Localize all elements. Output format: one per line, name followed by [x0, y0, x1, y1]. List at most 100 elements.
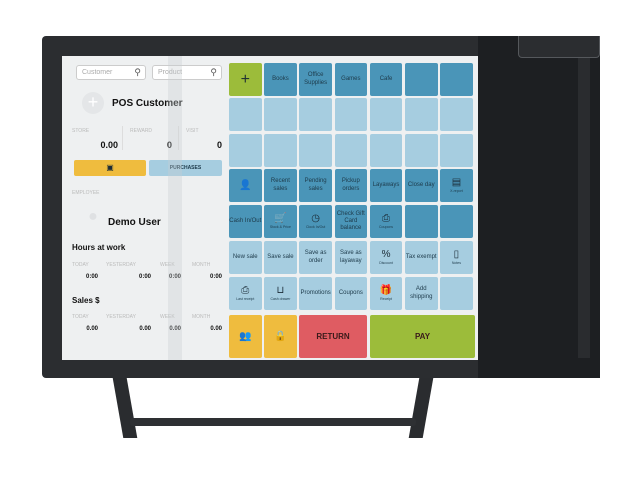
store-value: 0.00: [100, 140, 118, 150]
tile-recent-sales[interactable]: Recent sales: [264, 169, 297, 202]
sales-today-label: TODAY: [72, 314, 89, 320]
hours-month-value: 0:00: [209, 274, 222, 280]
customer-search-input[interactable]: Customer ⚲: [76, 65, 146, 80]
visit-value: 0: [216, 140, 222, 150]
empty-tile[interactable]: [440, 134, 473, 167]
add-customer-icon[interactable]: +: [82, 92, 104, 114]
empty-tile[interactable]: [229, 98, 262, 131]
tile-discount[interactable]: % Discount: [369, 241, 403, 274]
tile-coupons[interactable]: ⎙ Coupons: [369, 205, 403, 238]
monitor-stand: [112, 378, 434, 440]
button-label: PAY: [414, 331, 431, 341]
empty-tile[interactable]: [264, 98, 297, 131]
empty-tile[interactable]: [440, 63, 473, 96]
stand-base: [130, 418, 416, 426]
empty-tile[interactable]: [264, 134, 297, 167]
tile-pickup-orders[interactable]: Pickup orders: [334, 169, 368, 202]
tile-label: Layaways: [372, 181, 400, 188]
tile-label: Notes: [451, 261, 462, 266]
tile-label: Save sale: [267, 253, 294, 260]
empty-tile[interactable]: [299, 98, 332, 131]
tile-pending-sales[interactable]: Pending sales: [299, 169, 332, 202]
gift-icon: 🎁: [379, 285, 393, 297]
tile-label: Pending sales: [304, 178, 327, 192]
tile-label: Games: [341, 75, 361, 82]
tile-cafe[interactable]: Cafe: [369, 63, 403, 96]
tile-x-report[interactable]: ▤ X-report: [440, 169, 473, 202]
tile-cash-in-out[interactable]: Cash In/Out: [229, 205, 262, 238]
tile-layaways[interactable]: Layaways: [369, 169, 403, 202]
report-icon: ▤: [451, 177, 462, 189]
tile-promotions[interactable]: Promotions: [299, 277, 332, 310]
add-item-button[interactable]: +: [229, 63, 262, 96]
empty-tile[interactable]: [405, 134, 438, 167]
customer-card-button[interactable]: ▣: [74, 160, 146, 176]
privacy-filter: [478, 36, 600, 378]
empty-tile[interactable]: [440, 205, 473, 238]
pay-button[interactable]: PAY: [370, 315, 475, 358]
empty-tile[interactable]: 👤: [229, 169, 262, 202]
search-icon[interactable]: ⚲: [210, 67, 217, 77]
tile-save-as-order[interactable]: Save as order: [299, 241, 332, 274]
empty-tile[interactable]: [405, 63, 438, 96]
tile-stock-price[interactable]: 🛒 Stock & Price: [264, 205, 297, 238]
sales-month-label: MONTH: [192, 314, 211, 320]
hours-today-value: 0:00: [85, 274, 98, 280]
employee-name: Demo User: [108, 217, 161, 228]
tile-receipt[interactable]: 🎁 Receipt: [369, 277, 403, 310]
tile-close-day[interactable]: Close day: [405, 169, 438, 202]
tile-label: Last receipt: [236, 297, 255, 302]
empty-tile[interactable]: [369, 98, 403, 131]
tile-games[interactable]: Games: [334, 63, 368, 96]
visit-label: VISIT: [186, 128, 199, 134]
empty-tile[interactable]: [440, 98, 473, 131]
add-user-icon: 👤: [239, 179, 252, 191]
cart-icon: 🛒: [274, 213, 287, 225]
hours-week-value: 0:00: [168, 274, 181, 280]
tile-last-receipt[interactable]: ⎙ Last receipt: [229, 277, 262, 310]
empty-tile[interactable]: [229, 134, 262, 167]
return-button[interactable]: RETURN: [299, 315, 367, 358]
user-avatar-icon: ●: [88, 208, 98, 225]
tile-new-sale[interactable]: New sale: [229, 241, 262, 274]
purchases-button[interactable]: PURCHASES: [149, 160, 222, 176]
sales-yesterday-label: YESTERDAY: [106, 314, 136, 320]
empty-tile[interactable]: [405, 98, 438, 131]
tile-cash-drawer[interactable]: ⊔ Cash drawer: [264, 277, 297, 310]
tile-tax-exempt[interactable]: Tax exempt: [405, 241, 438, 274]
empty-tile[interactable]: [369, 134, 403, 167]
tile-coupons[interactable]: Coupons: [334, 277, 368, 310]
tile-save-as-layaway[interactable]: Save as layaway: [334, 241, 368, 274]
discount-icon: %: [381, 249, 391, 261]
tile-label: Cafe: [379, 75, 393, 82]
clipboard-icon: ▯: [453, 249, 460, 261]
product-placeholder: Product: [158, 69, 183, 76]
tile-office-supplies[interactable]: Office Supplies: [299, 63, 332, 96]
tile-label: Save as order: [304, 250, 327, 264]
tile-add-shipping[interactable]: Add shipping: [405, 277, 438, 310]
lock-button[interactable]: 🔒: [264, 315, 297, 358]
empty-tile[interactable]: [334, 134, 368, 167]
customers-button[interactable]: 👥: [229, 315, 262, 358]
tile-clock-in-out[interactable]: ◷ Clock In/Out: [299, 205, 332, 238]
empty-tile[interactable]: [440, 277, 473, 310]
product-search-input[interactable]: Product ⚲: [152, 65, 222, 80]
hours-title: Hours at work: [72, 243, 126, 252]
tile-books[interactable]: Books: [264, 63, 297, 96]
empty-tile[interactable]: [334, 98, 368, 131]
tile-save-sale[interactable]: Save sale: [264, 241, 297, 274]
tile-label: Pickup orders: [341, 178, 360, 192]
tile-notes[interactable]: ▯ Notes: [440, 241, 473, 274]
filter-tab: [518, 36, 600, 58]
customer-placeholder: Customer: [82, 69, 113, 76]
empty-tile[interactable]: [405, 205, 438, 238]
reward-label: REWARD: [130, 128, 153, 134]
tile-label: +: [240, 70, 250, 88]
tile-label: Tax exempt: [405, 253, 437, 260]
id-card-icon: ▣: [106, 163, 114, 173]
tile-label: Coupons: [379, 225, 394, 230]
empty-tile[interactable]: [299, 134, 332, 167]
tile-label: Close day: [407, 181, 435, 188]
search-icon[interactable]: ⚲: [134, 67, 141, 77]
tile-check-gift-card-balance[interactable]: Check Gift Card balance: [334, 205, 368, 238]
